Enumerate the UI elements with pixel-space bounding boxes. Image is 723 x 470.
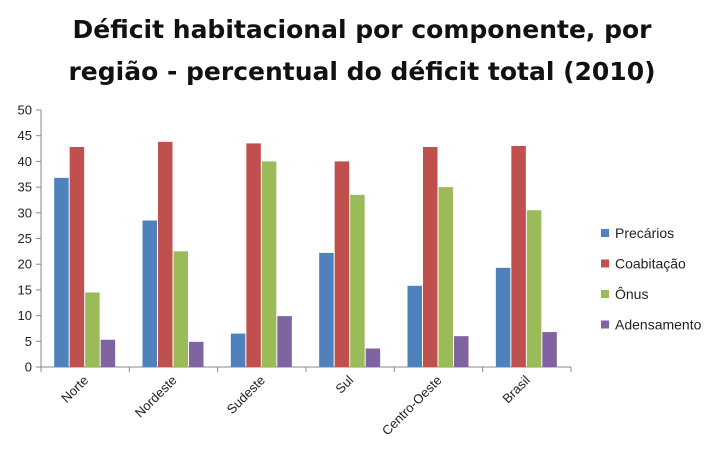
legend-swatch xyxy=(601,259,609,268)
bar-sul-1 xyxy=(334,161,350,367)
bar-norte-0 xyxy=(54,177,69,367)
legend-label: Ônus xyxy=(615,286,648,302)
bar-sudeste-3 xyxy=(277,316,292,367)
y-tick-label: 0 xyxy=(25,360,32,375)
legend-swatch xyxy=(601,290,609,298)
legend: Precários Coabitação Ônus Adensamento xyxy=(601,225,702,333)
bar-sudeste-2 xyxy=(261,161,277,367)
bar-nordeste-2 xyxy=(173,251,188,367)
y-tick-label: 25 xyxy=(18,231,32,246)
bar-nordeste-1 xyxy=(158,141,173,367)
bar-brasil-3 xyxy=(542,332,557,367)
bar-sul-3 xyxy=(365,348,381,367)
bar-sul-2 xyxy=(350,194,365,367)
bar-brasil-1 xyxy=(511,145,526,367)
bar-norte-2 xyxy=(85,292,100,367)
legend-swatch xyxy=(601,320,609,329)
y-tick-label: 10 xyxy=(18,308,32,323)
y-tick-label: 20 xyxy=(18,257,32,272)
x-category-label: Norte xyxy=(58,373,91,406)
chart-title-line-1: Déficit habitacional por componente, por xyxy=(72,15,652,44)
x-category-label: Brasil xyxy=(499,372,533,406)
x-category-label: Sul xyxy=(332,372,356,396)
x-category-label: Nordeste xyxy=(132,373,180,421)
x-category-label: Sudeste xyxy=(224,373,268,417)
legend-label: Adensamento xyxy=(615,317,702,333)
y-tick-label: 40 xyxy=(18,154,32,169)
bar-nordeste-0 xyxy=(142,220,157,367)
y-tick-label: 15 xyxy=(18,282,32,297)
legend-label: Coabitação xyxy=(615,256,686,272)
bar-sudeste-0 xyxy=(230,333,246,367)
legend-swatch xyxy=(601,229,609,237)
bar-brasil-0 xyxy=(495,267,511,367)
chart-title-line-2: região - percentual do déficit total (20… xyxy=(68,57,655,86)
y-tick-label: 30 xyxy=(18,205,32,220)
x-category-label: Centro-Oeste xyxy=(379,373,445,439)
bar-brasil-2 xyxy=(526,210,542,367)
bar-sul-0 xyxy=(319,252,334,367)
y-tick-label: 50 xyxy=(18,103,32,118)
y-tick-label: 45 xyxy=(18,128,32,143)
bar-sudeste-1 xyxy=(246,143,261,367)
bar-centro-oeste-1 xyxy=(423,147,438,367)
bar-centro-oeste-0 xyxy=(407,285,422,367)
bar-norte-1 xyxy=(69,147,85,367)
legend-label: Precários xyxy=(615,225,674,241)
plot-area: 0 5 10 15 20 25 30 35 40 45 50 Norte Nordeste Sudeste… xyxy=(18,103,572,439)
bar-nordeste-3 xyxy=(189,341,204,367)
y-tick-label: 35 xyxy=(18,180,32,195)
bar-centro-oeste-3 xyxy=(454,336,469,367)
y-tick-label: 5 xyxy=(25,334,32,349)
bar-centro-oeste-2 xyxy=(438,187,453,367)
bar-norte-3 xyxy=(100,339,116,367)
